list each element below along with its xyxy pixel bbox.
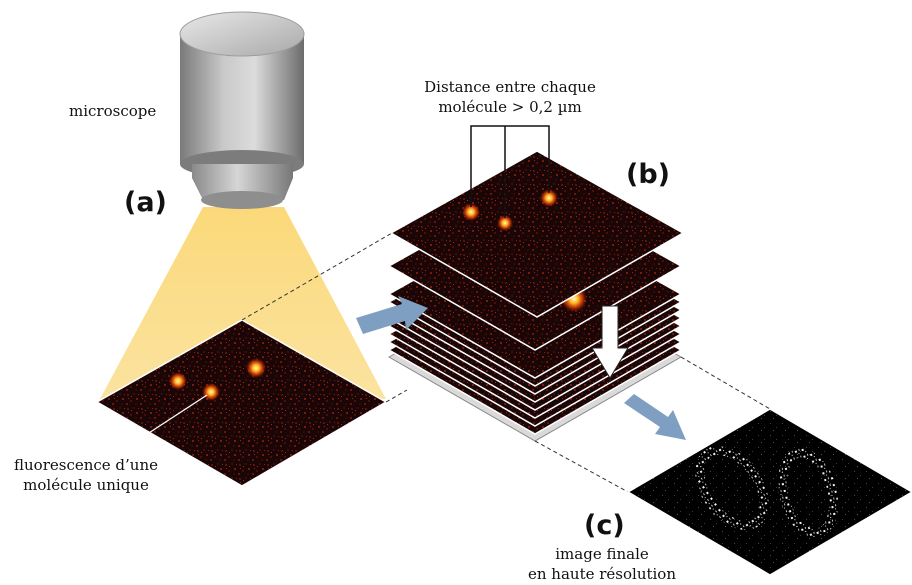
fluorescence-label-line2: molécule unique <box>23 476 149 494</box>
distance-bracket <box>470 125 550 218</box>
microscope-label: microscope <box>69 102 156 120</box>
arrow-right-icon <box>356 296 428 334</box>
reconstructed-structure <box>778 448 838 538</box>
panel-b-label: (b) <box>626 159 670 190</box>
final-image-label-line2: en haute résolution <box>528 565 676 583</box>
final-image-label-line1: image finale <box>555 545 649 563</box>
top-frame <box>389 150 685 318</box>
single-frame-a <box>95 319 388 487</box>
microscope-objective-icon <box>179 11 305 209</box>
distance-label-line1: Distance entre chaque <box>424 78 596 96</box>
emitter-spot <box>462 203 480 221</box>
emitter-spot <box>540 189 558 207</box>
arrow-down-right-icon <box>624 394 686 440</box>
projection-line <box>385 389 408 403</box>
leader-line <box>131 394 208 445</box>
emitter-spot <box>169 372 187 390</box>
illumination-cone <box>100 207 386 399</box>
emitter-spot <box>202 383 220 401</box>
panel-a-label: (a) <box>124 187 167 218</box>
final-image-c <box>626 408 912 576</box>
distance-label-line2: molécule > 0,2 µm <box>438 98 581 116</box>
panel-c-label: (c) <box>584 510 625 541</box>
projection-line <box>680 356 771 410</box>
emitter-spot <box>246 358 266 378</box>
reconstructed-structure <box>695 446 769 530</box>
fluorescence-label-line1: fluorescence d’une <box>14 456 158 474</box>
projection-line <box>534 440 629 493</box>
projection-line <box>241 232 393 321</box>
arrow-down-icon <box>591 305 629 379</box>
frame-stack-b <box>387 150 685 442</box>
emitter-spot <box>497 215 513 231</box>
